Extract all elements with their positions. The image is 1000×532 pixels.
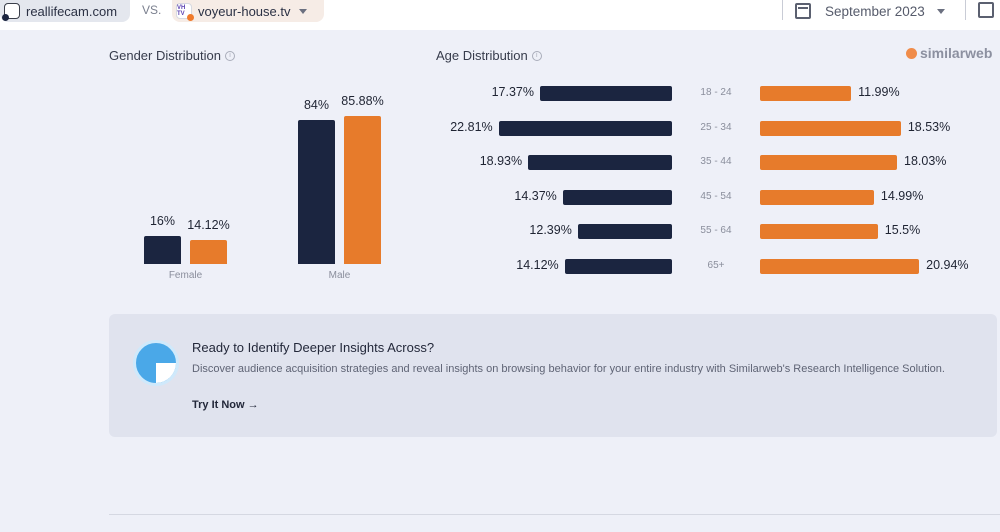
pie-chart-icon [133, 340, 179, 386]
age-value-label-site-a: 14.37% [514, 189, 557, 203]
chevron-down-icon [936, 8, 945, 14]
cta-description: Discover audience acquisition strategies… [192, 363, 945, 375]
gender-value-label: 16% [149, 214, 176, 229]
top-bar: reallifecam.com VS. VH TV voyeur-house.t… [0, 0, 1000, 30]
age-value-label-site-a: 18.93% [479, 154, 523, 168]
age-range-label: 45 - 54 [700, 191, 732, 202]
age-range-label: 35 - 44 [700, 156, 732, 167]
gender-bar [144, 236, 181, 264]
divider [782, 0, 783, 20]
age-value-label-site-a: 22.81% [450, 120, 493, 134]
similarweb-logo: similarweb [906, 45, 992, 61]
age-value-label-site-b: 15.5% [884, 223, 921, 237]
device-icon[interactable] [978, 2, 994, 18]
info-icon[interactable]: i [531, 50, 542, 61]
site-a-chip[interactable]: reallifecam.com [0, 0, 130, 22]
gender-value-label: 14.12% [187, 217, 230, 232]
age-bar-site-b [760, 120, 901, 136]
date-label: September 2023 [825, 3, 925, 19]
age-bar-site-a [564, 258, 672, 274]
divider [965, 0, 966, 20]
age-bar-site-b [760, 85, 852, 101]
chevron-down-icon[interactable] [298, 8, 307, 14]
date-selector[interactable]: September 2023 [795, 0, 945, 22]
vs-label: VS. [142, 3, 162, 17]
age-range-label: 18 - 24 [700, 87, 732, 98]
cta-card: Ready to Identify Deeper Insights Across… [109, 314, 997, 437]
age-bar-site-a [577, 223, 672, 239]
age-value-label-site-a: 12.39% [529, 223, 572, 237]
age-bar-site-b [760, 258, 920, 274]
divider [109, 514, 1000, 515]
gender-value-label: 84% [303, 97, 330, 112]
gender-bar [190, 239, 227, 264]
age-value-label-site-b: 18.03% [904, 154, 947, 168]
age-value-label-site-b: 14.99% [880, 189, 924, 203]
gender-bar [344, 116, 381, 264]
info-icon[interactable]: i [225, 50, 235, 61]
gender-category-label: Male [328, 270, 351, 281]
age-bar-site-a [498, 120, 672, 136]
age-bar-site-a [528, 154, 672, 170]
age-title: Age Distribution i [436, 48, 542, 63]
gender-title: Gender Distribution i [109, 48, 235, 63]
age-bar-site-b [760, 189, 874, 205]
age-bar-site-a [539, 85, 672, 101]
gender-category-label: Female [168, 270, 203, 281]
age-bar-site-a [562, 189, 672, 205]
age-bar-site-b [760, 223, 878, 239]
try-it-now-link[interactable]: Try It Now → [192, 399, 259, 411]
site-a-favicon-icon [2, 3, 20, 21]
age-value-label-site-b: 20.94% [926, 258, 969, 272]
site-a-name: reallifecam.com [26, 3, 118, 19]
gender-value-label: 85.88% [341, 94, 384, 109]
cta-title: Ready to Identify Deeper Insights Across… [192, 340, 435, 355]
age-range-label: 55 - 64 [700, 225, 732, 236]
age-range-label: 65+ [707, 260, 725, 271]
similarweb-mark-icon [906, 47, 917, 59]
age-range-label: 25 - 34 [700, 122, 732, 133]
age-value-label-site-b: 18.53% [907, 120, 951, 134]
calendar-icon [795, 3, 811, 19]
site-b-name: voyeur-house.tv [198, 3, 291, 19]
gender-bar [298, 119, 335, 264]
age-bar-site-b [760, 154, 898, 170]
site-b-chip[interactable]: VH TV voyeur-house.tv [172, 0, 324, 22]
site-b-favicon-icon: VH TV [176, 3, 194, 21]
age-value-label-site-b: 11.99% [858, 85, 900, 99]
age-value-label-site-a: 14.12% [516, 258, 559, 272]
age-value-label-site-a: 17.37% [491, 85, 534, 99]
